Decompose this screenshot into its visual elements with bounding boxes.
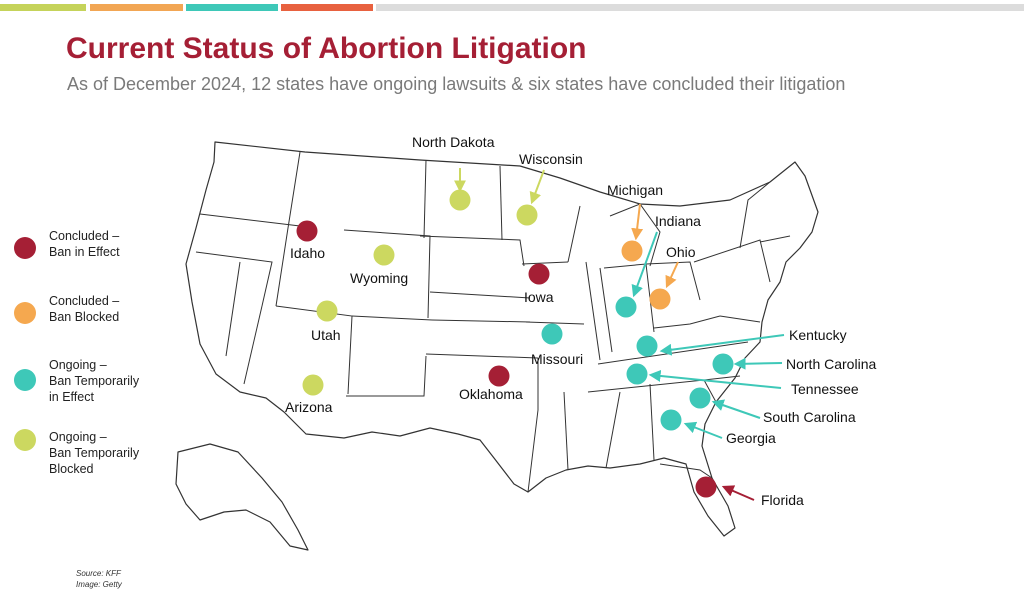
legend-swatch (14, 429, 36, 451)
marker-north-dakota (449, 189, 471, 211)
marker-idaho (296, 220, 318, 242)
label-oklahoma: Oklahoma (459, 386, 523, 402)
color-bar-segment (376, 4, 1024, 11)
page-subtitle: As of December 2024, 12 states have ongo… (67, 74, 846, 94)
arrow-florida (721, 485, 755, 501)
arrow-tennessee (648, 369, 782, 389)
label-wisconsin: Wisconsin (519, 151, 583, 167)
marker-utah (316, 300, 338, 322)
color-bar-segment (90, 4, 183, 11)
legend-label: Concluded – Ban Blocked (49, 294, 120, 324)
label-georgia: Georgia (726, 430, 776, 446)
label-michigan: Michigan (607, 182, 663, 198)
page-title: Current Status of Abortion Litigation (66, 32, 587, 65)
marker-indiana (615, 296, 637, 318)
marker-iowa (528, 263, 550, 285)
arrow-south-carolina (711, 399, 761, 419)
color-bar-segment (186, 4, 278, 11)
arrow-indiana (631, 231, 658, 298)
state-borders (195, 151, 791, 493)
state-labels: North Dakota Wisconsin Michigan Indiana … (285, 134, 876, 508)
label-florida: Florida (761, 492, 804, 508)
source-line: Source: KFF (76, 569, 121, 578)
color-bar-segment (0, 4, 86, 11)
label-ohio: Ohio (666, 244, 696, 260)
label-missouri: Missouri (531, 351, 583, 367)
label-north-carolina: North Carolina (786, 356, 876, 372)
marker-wyoming (373, 244, 395, 266)
marker-ohio (649, 288, 671, 310)
marker-georgia (660, 409, 682, 431)
legend-label: Concluded – Ban in Effect (49, 229, 120, 259)
marker-missouri (541, 323, 563, 345)
top-color-bar (0, 4, 1024, 11)
label-idaho: Idaho (290, 245, 325, 261)
marker-north-carolina (712, 353, 734, 375)
state-markers (296, 189, 734, 498)
arrow-kentucky (659, 334, 785, 356)
color-bar-segment (281, 4, 373, 11)
marker-oklahoma (488, 365, 510, 387)
arrow-ohio (665, 261, 679, 289)
label-indiana: Indiana (655, 213, 701, 229)
arrow-north-carolina (733, 357, 783, 370)
label-south-carolina: South Carolina (763, 409, 856, 425)
legend-swatch (14, 237, 36, 259)
marker-michigan (621, 240, 643, 262)
marker-florida (695, 476, 717, 498)
label-wyoming: Wyoming (350, 270, 408, 286)
marker-kentucky (636, 335, 658, 357)
label-arizona: Arizona (285, 399, 333, 415)
marker-tennessee (626, 363, 648, 385)
legend-label: Ongoing – Ban Temporarily in Effect (49, 358, 140, 404)
map-outline (175, 141, 819, 551)
arrow-michigan (631, 203, 644, 241)
legend-label: Ongoing – Ban Temporarily Blocked (49, 430, 140, 476)
marker-wisconsin (516, 204, 538, 226)
image-credit-line: Image: Getty (76, 580, 122, 589)
label-utah: Utah (311, 327, 341, 343)
legend-swatch (14, 369, 36, 391)
callout-arrows (454, 168, 785, 501)
label-north-dakota: North Dakota (412, 134, 495, 150)
arrow-wisconsin (529, 169, 545, 205)
source-credit: Source: KFF Image: Getty (76, 568, 122, 590)
arrow-georgia (683, 421, 723, 439)
marker-arizona (302, 374, 324, 396)
marker-south-carolina (689, 387, 711, 409)
label-kentucky: Kentucky (789, 327, 847, 343)
label-tennessee: Tennessee (791, 381, 859, 397)
label-iowa: Iowa (524, 289, 554, 305)
legend-swatch (14, 302, 36, 324)
